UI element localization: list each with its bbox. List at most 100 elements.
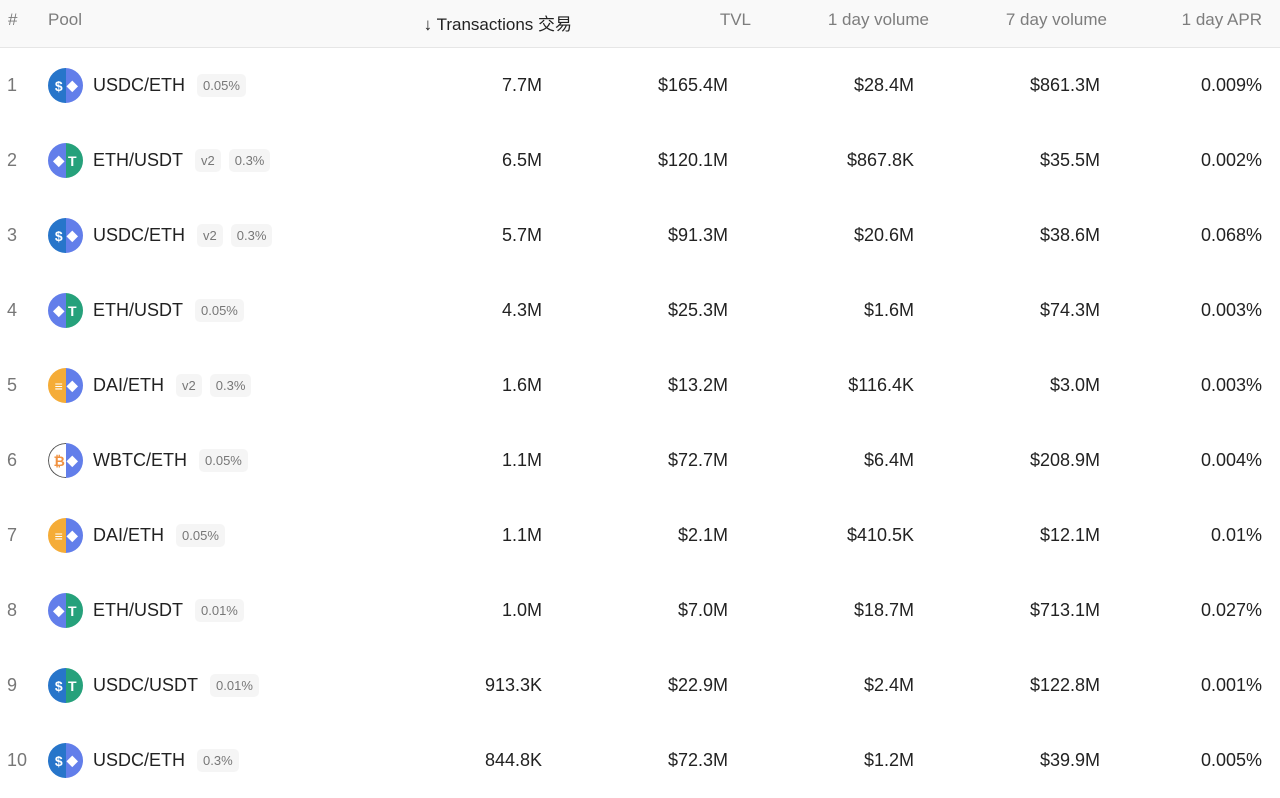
fee-badge: 0.3% (230, 224, 273, 247)
table-row[interactable]: 5 ≡ ◆ DAI/ETH v2 0.3% 1.6M $13.2M $116.4… (0, 348, 1280, 423)
table-row[interactable]: 7 ≡ ◆ DAI/ETH 0.05% 1.1M $2.1M $410.5K $… (0, 498, 1280, 573)
rank-header: # (8, 10, 18, 29)
day-apr: 0.003% (1200, 300, 1262, 320)
fee-badge: 0.01% (210, 674, 259, 697)
week-volume: $861.3M (1029, 75, 1100, 95)
rank: 1 (7, 75, 18, 95)
week-volume: $713.1M (1029, 600, 1100, 620)
rank: 3 (7, 225, 18, 245)
fee-badge: 0.3% (228, 149, 271, 172)
tvl-header[interactable]: TVL (719, 10, 751, 29)
rank: 9 (7, 675, 18, 695)
fee-badge: 0.3% (209, 374, 252, 397)
week-volume-header[interactable]: 7 day volume (1005, 10, 1107, 29)
transactions: 4.3M (501, 300, 542, 320)
eth-icon: ◆ (65, 518, 83, 553)
pool-name: ETH/USDT (93, 150, 183, 170)
token-pair-icon: $ ◆ (48, 743, 83, 778)
transactions: 1.1M (501, 450, 542, 470)
usdt-icon: T (65, 668, 83, 703)
day-volume: $116.4K (848, 375, 914, 395)
tvl: $25.3M (667, 300, 728, 320)
transactions: 1.0M (501, 600, 542, 620)
pool-name: ETH/USDT (93, 600, 183, 620)
day-apr: 0.004% (1200, 450, 1262, 470)
day-volume: $18.7M (853, 600, 914, 620)
pool-cell[interactable]: ≡ ◆ DAI/ETH v2 0.3% (48, 368, 252, 403)
week-volume: $35.5M (1039, 150, 1100, 170)
tvl: $120.1M (657, 150, 728, 170)
day-volume-header[interactable]: 1 day volume (827, 10, 929, 29)
eth-icon: ◆ (65, 368, 83, 403)
pool-cell[interactable]: ◆ T ETH/USDT 0.05% (48, 293, 244, 328)
table-row[interactable]: 10 $ ◆ USDC/ETH 0.3% 844.8K $72.3M $1.2M… (0, 723, 1280, 798)
fee-badge: 0.05% (195, 299, 244, 322)
day-apr: 0.009% (1200, 75, 1262, 95)
pool-cell[interactable]: ≡ ◆ DAI/ETH 0.05% (48, 518, 225, 553)
token-pair-icon: $ ◆ (48, 218, 83, 253)
pool-cell[interactable]: $ ◆ USDC/ETH v2 0.3% (48, 218, 273, 253)
week-volume: $38.6M (1039, 225, 1100, 245)
tvl: $13.2M (667, 375, 728, 395)
pool-cell[interactable]: ₿ ◆ WBTC/ETH 0.05% (48, 443, 248, 478)
table-row[interactable]: 8 ◆ T ETH/USDT 0.01% 1.0M $7.0M $18.7M $… (0, 573, 1280, 648)
pool-cell[interactable]: ◆ T ETH/USDT v2 0.3% (48, 143, 271, 178)
pool-name: DAI/ETH (93, 525, 165, 545)
token-pair-icon: ₿ ◆ (48, 443, 83, 478)
dai-icon: ≡ (48, 368, 66, 403)
day-apr-header[interactable]: 1 day APR (1181, 10, 1262, 29)
usdc-icon: $ (48, 743, 66, 778)
day-apr: 0.005% (1200, 750, 1262, 770)
transactions: 1.6M (501, 375, 542, 395)
table-row[interactable]: 1 $ ◆ USDC/ETH 0.05% 7.7M $165.4M $28.4M… (0, 48, 1280, 123)
token-pair-icon: ≡ ◆ (48, 518, 83, 553)
rank: 8 (7, 600, 18, 620)
transactions: 6.5M (501, 150, 542, 170)
day-apr: 0.001% (1200, 675, 1262, 695)
eth-icon: ◆ (48, 593, 66, 628)
day-volume: $2.4M (863, 675, 914, 695)
pool-header[interactable]: Pool (48, 10, 83, 29)
tvl: $2.1M (677, 525, 728, 545)
token-pair-icon: $ ◆ (48, 68, 83, 103)
eth-icon: ◆ (48, 143, 66, 178)
version-badge: v2 (197, 224, 223, 247)
pool-name: USDC/ETH (93, 225, 186, 245)
day-apr: 0.068% (1200, 225, 1262, 245)
week-volume: $12.1M (1039, 525, 1100, 545)
transactions-header[interactable]: ↓ Transactions 交易 (423, 15, 572, 34)
week-volume: $3.0M (1049, 375, 1100, 395)
week-volume: $208.9M (1029, 450, 1100, 470)
rank: 5 (7, 375, 18, 395)
table-row[interactable]: 3 $ ◆ USDC/ETH v2 0.3% 5.7M $91.3M $20.6… (0, 198, 1280, 273)
week-volume: $74.3M (1039, 300, 1100, 320)
token-pair-icon: ◆ T (48, 293, 83, 328)
transactions: 5.7M (501, 225, 542, 245)
pool-cell[interactable]: ◆ T ETH/USDT 0.01% (48, 593, 244, 628)
table-row[interactable]: 9 $ T USDC/USDT 0.01% 913.3K $22.9M $2.4… (0, 648, 1280, 723)
eth-icon: ◆ (65, 443, 83, 478)
table-row[interactable]: 6 ₿ ◆ WBTC/ETH 0.05% 1.1M $72.7M $6.4M $… (0, 423, 1280, 498)
tvl: $7.0M (677, 600, 728, 620)
pool-name: ETH/USDT (93, 300, 183, 320)
dai-icon: ≡ (48, 518, 66, 553)
pool-cell[interactable]: $ ◆ USDC/ETH 0.3% (48, 743, 239, 778)
transactions: 844.8K (484, 750, 542, 770)
usdt-icon: T (65, 143, 83, 178)
rank: 2 (7, 150, 18, 170)
day-volume: $28.4M (853, 75, 914, 95)
day-volume: $1.2M (863, 750, 914, 770)
day-apr: 0.002% (1200, 150, 1262, 170)
transactions: 7.7M (501, 75, 542, 95)
pool-cell[interactable]: $ ◆ USDC/ETH 0.05% (48, 68, 246, 103)
transactions: 913.3K (484, 675, 542, 695)
tvl: $165.4M (657, 75, 728, 95)
usdc-icon: $ (48, 218, 66, 253)
version-badge: v2 (195, 149, 221, 172)
day-volume: $1.6M (863, 300, 914, 320)
table-row[interactable]: 2 ◆ T ETH/USDT v2 0.3% 6.5M $120.1M $867… (0, 123, 1280, 198)
week-volume: $39.9M (1039, 750, 1100, 770)
table-row[interactable]: 4 ◆ T ETH/USDT 0.05% 4.3M $25.3M $1.6M $… (0, 273, 1280, 348)
pool-cell[interactable]: $ T USDC/USDT 0.01% (48, 668, 259, 703)
pool-name: USDC/ETH (93, 75, 186, 95)
